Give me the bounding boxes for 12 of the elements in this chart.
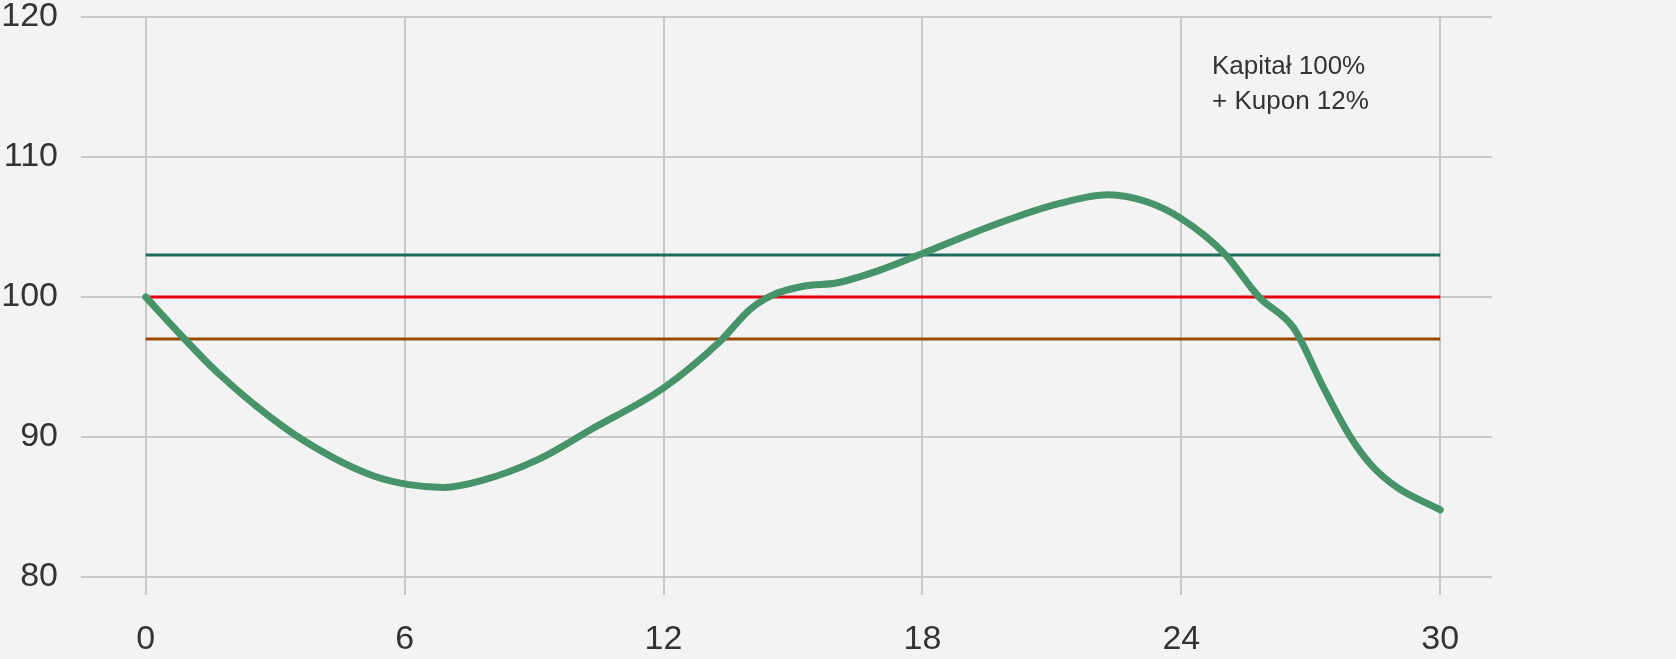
x-tick-label: 12 [644,617,683,656]
y-tick-label: 120 [1,0,58,34]
y-tick-label: 80 [20,555,58,594]
x-tick-label: 6 [395,617,415,656]
y-tick-label: 100 [1,275,58,314]
y-tick-label: 110 [3,135,58,174]
x-tick-label: 18 [903,617,942,656]
x-tick-label: 30 [1421,617,1460,656]
x-tick-label: 24 [1162,617,1201,656]
annotation: Kapitał 100% + Kupon 12% [1212,50,1369,116]
x-tick-label: 0 [136,617,156,656]
y-tick-label: 90 [20,415,58,454]
